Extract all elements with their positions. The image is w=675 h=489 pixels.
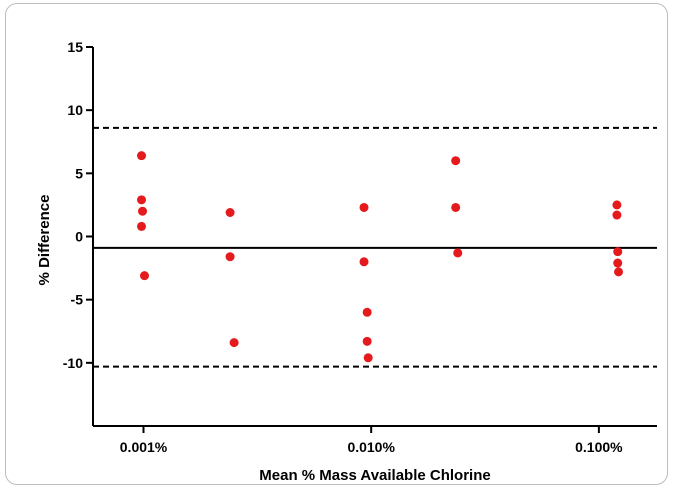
data-point xyxy=(362,336,372,346)
y-tick-label: 10 xyxy=(67,102,83,118)
y-tick-label: 15 xyxy=(67,39,83,55)
chart-frame xyxy=(5,3,668,485)
data-point xyxy=(225,207,235,217)
x-tick-label: 0.001% xyxy=(120,439,168,455)
data-point xyxy=(363,353,373,363)
data-point xyxy=(451,156,461,166)
data-point xyxy=(137,151,147,161)
data-point xyxy=(229,338,239,348)
data-point xyxy=(613,258,623,268)
y-tick-label: 0 xyxy=(75,229,83,245)
x-tick-label: 0.100% xyxy=(575,439,623,455)
data-point xyxy=(451,202,461,212)
y-tick-label: 5 xyxy=(75,165,83,181)
reference-lines xyxy=(93,126,657,368)
data-point xyxy=(613,247,623,257)
data-point xyxy=(612,210,622,220)
data-point xyxy=(139,271,149,281)
data-points xyxy=(137,151,624,363)
y-tick-label: -5 xyxy=(71,292,84,308)
data-point xyxy=(453,248,463,258)
data-point xyxy=(359,257,369,267)
x-tick-label: 0.010% xyxy=(347,439,395,455)
axes xyxy=(92,47,657,427)
data-point xyxy=(225,252,235,262)
data-point xyxy=(138,206,148,216)
y-ticks: 15 10 5 0 -5 -10 xyxy=(63,39,93,371)
data-point xyxy=(359,202,369,212)
data-point xyxy=(137,195,147,205)
x-axis-title: Mean % Mass Available Chlorine xyxy=(259,467,490,484)
x-ticks: 0.001% 0.010% 0.100% xyxy=(120,426,623,455)
y-tick-label: -10 xyxy=(63,355,83,371)
data-point xyxy=(137,221,147,231)
data-point xyxy=(614,267,624,277)
data-point xyxy=(612,200,622,210)
y-axis-title: % Difference xyxy=(36,195,53,286)
data-point xyxy=(362,307,372,317)
